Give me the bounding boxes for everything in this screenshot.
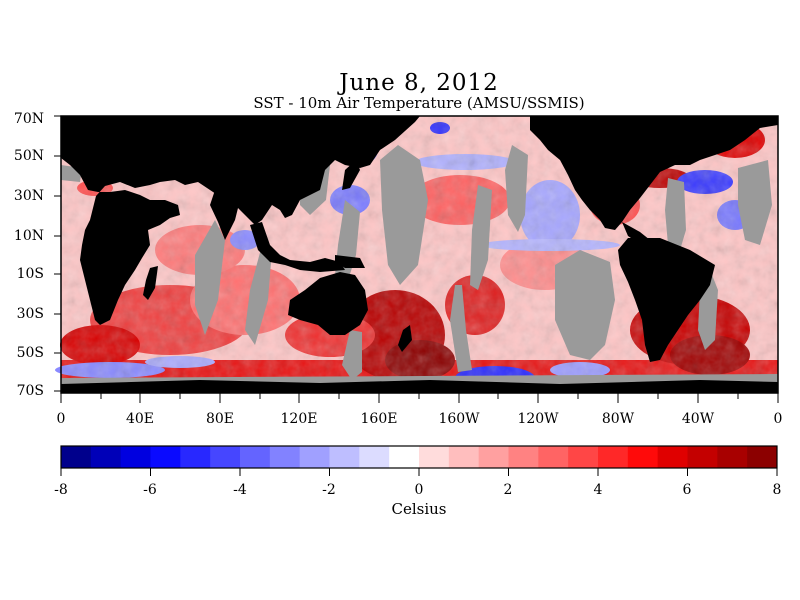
colorbar-cell	[419, 446, 450, 468]
colorbar-label-m4: -4	[233, 482, 247, 498]
colorbar-cell	[687, 446, 718, 468]
colorbar-cell	[538, 446, 569, 468]
lat-label-10n: 10N	[13, 228, 44, 244]
lon-label-80w: 80W	[601, 411, 635, 427]
lat-label-10s: 10S	[16, 266, 44, 282]
colorbar-label-m6: -6	[143, 482, 157, 498]
colorbar-cell	[359, 446, 390, 468]
colorbar-label-m2: -2	[322, 482, 336, 498]
lon-label-120e: 120E	[280, 411, 318, 427]
colorbar-cell	[150, 446, 181, 468]
colorbar-label-m8: -8	[54, 482, 68, 498]
colorbar-cell	[299, 446, 330, 468]
colorbar-ticks	[60, 468, 778, 476]
colorbar-cell	[627, 446, 659, 468]
colorbar-title: Celsius	[391, 500, 447, 518]
colorbar-cell	[657, 446, 688, 468]
colorbar-label-2: 2	[503, 482, 513, 498]
colorbar-cell	[508, 446, 539, 468]
lat-label-70n: 70N	[13, 111, 44, 127]
lon-label-120w: 120W	[517, 411, 559, 427]
colorbar-cell	[269, 446, 301, 468]
colorbar-cell	[747, 446, 778, 468]
colorbar-cell	[90, 446, 122, 468]
colorbar-cell	[717, 446, 748, 468]
colorbar-cell	[61, 446, 92, 468]
colorbar-cell	[329, 446, 360, 468]
lon-label-40e: 40E	[125, 411, 155, 427]
colorbar-label-4: 4	[593, 482, 603, 498]
map-ticks	[54, 115, 779, 403]
lon-label-80e: 80E	[205, 411, 235, 427]
lon-label-160w: 160W	[438, 411, 480, 427]
colorbar-cell	[448, 446, 480, 468]
colorbar-cell	[568, 446, 599, 468]
lat-label-50n: 50N	[13, 148, 44, 164]
colorbar-cell	[478, 446, 509, 468]
lat-label-50s: 50S	[16, 345, 44, 361]
land	[61, 116, 778, 393]
map-title: June 8, 2012	[339, 70, 499, 96]
colorbar-label-8: 8	[772, 482, 782, 498]
lon-label-0-right: 0	[773, 411, 783, 427]
lat-label-70s: 70S	[16, 383, 44, 399]
colorbar-cell	[389, 446, 420, 468]
colorbar-label-6: 6	[682, 482, 692, 498]
colorbar-cell	[240, 446, 271, 468]
colorbar-cell	[120, 446, 151, 468]
lat-label-30n: 30N	[13, 188, 44, 204]
colorbar-label-0: 0	[414, 482, 424, 498]
colorbar-cell	[210, 446, 241, 468]
lon-label-40w: 40W	[681, 411, 715, 427]
colorbar-cell	[598, 446, 629, 468]
colorbar	[61, 446, 778, 468]
colorbar-cell	[180, 446, 211, 468]
lon-label-0-left: 0	[56, 411, 66, 427]
lat-label-30s: 30S	[16, 306, 44, 322]
map-subtitle: SST - 10m Air Temperature (AMSU/SSMIS)	[253, 94, 585, 112]
lon-label-160e: 160E	[360, 411, 398, 427]
